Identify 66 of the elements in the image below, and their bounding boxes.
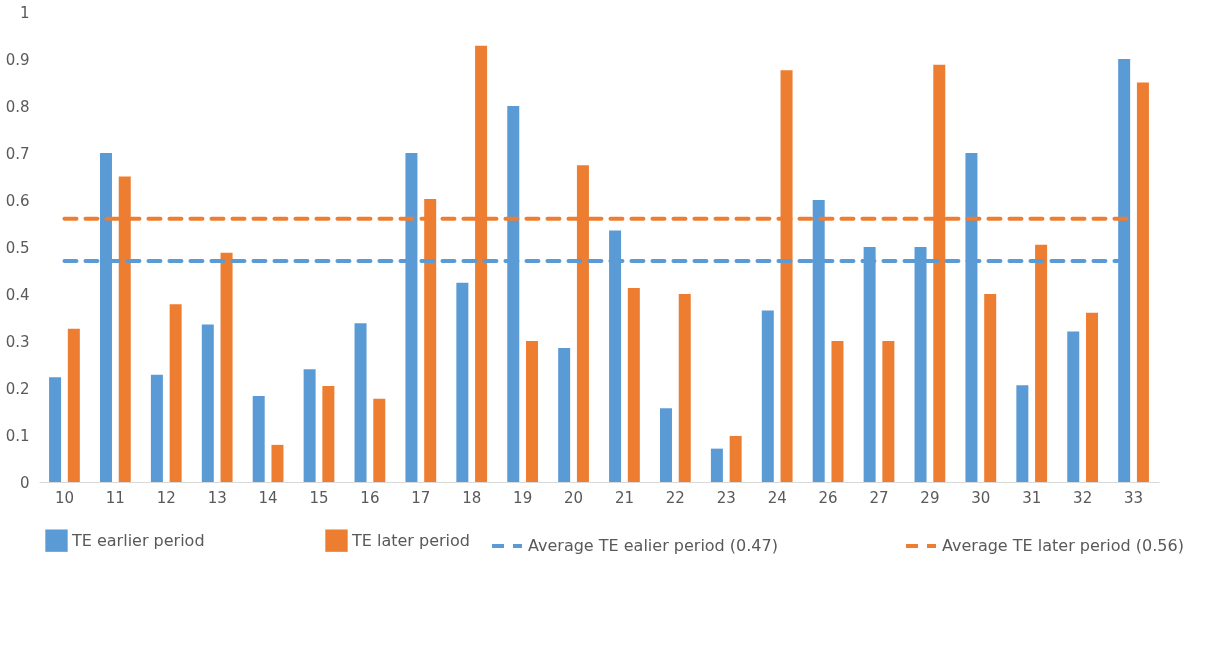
bar [322,386,335,482]
y-tick-label: 0.2 [5,379,30,398]
x-tick-label: 19 [513,488,533,507]
y-tick-label: 0.9 [5,50,30,69]
bar [1067,331,1080,482]
x-tick-label: 24 [767,488,787,507]
bar [169,304,182,482]
bar [373,398,386,482]
x-tick-label: 14 [258,488,278,507]
x-tick-label: 15 [309,488,329,507]
x-tick-label: 23 [716,488,736,507]
bar [761,310,774,482]
bar [354,323,367,482]
bar [303,369,316,482]
bar [252,395,265,482]
x-tick-label: 11 [105,488,125,507]
legend-label: TE earlier period [71,530,205,550]
bar [271,444,284,482]
x-tick-label: 26 [818,488,838,507]
bar [729,435,742,482]
y-tick-label: 0 [19,473,30,492]
legend-label: Average TE ealier period (0.47) [528,536,778,555]
y-tick-label: 0.4 [5,285,30,304]
x-tick-label: 29 [920,488,940,507]
x-tick-label: 22 [665,488,685,507]
bar [150,374,163,482]
legend-label: Average TE later period (0.56) [942,536,1184,555]
bar [558,348,571,482]
x-tick-label: 16 [360,488,380,507]
x-tick-label: 33 [1124,488,1144,507]
bar [1136,82,1149,482]
x-tick-label: 13 [207,488,227,507]
x-tick-label: 10 [54,488,74,507]
x-tick-label: 20 [564,488,584,507]
bar [526,341,539,482]
x-tick-label: 21 [614,488,634,507]
x-tick-label: 27 [869,488,889,507]
bar [67,328,80,482]
y-tick-label: 1 [19,3,30,22]
y-tick-label: 0.5 [5,238,30,257]
bar [710,448,723,482]
bar [627,287,640,482]
bar [49,377,62,482]
bar [882,341,895,482]
bar [456,282,469,482]
x-tick-label: 17 [411,488,431,507]
y-tick-label: 0.3 [5,332,30,351]
bar [831,341,844,482]
x-tick-label: 18 [462,488,482,507]
legend-label: TE later period [351,530,470,550]
bar [201,324,214,482]
y-tick-label: 0.1 [5,426,30,445]
x-tick-label: 32 [1073,488,1093,507]
bar [984,294,997,482]
y-tick-label: 0.8 [5,97,30,116]
x-tick-label: 30 [971,488,991,507]
bar [1086,312,1099,482]
x-tick-label: 12 [156,488,176,507]
bar [1016,385,1029,482]
x-tick-label: 31 [1022,488,1042,507]
bar [1035,244,1048,482]
bar [678,294,691,482]
bar [220,252,233,482]
bar [659,408,672,482]
y-tick-label: 0.6 [5,191,30,210]
y-tick-label: 0.7 [5,144,30,163]
